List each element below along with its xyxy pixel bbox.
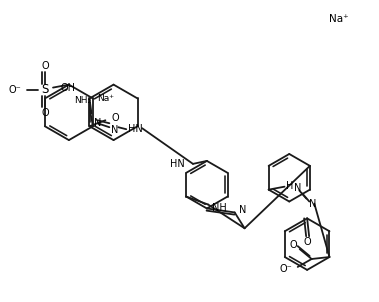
Text: H: H <box>287 181 294 191</box>
Text: O: O <box>290 240 298 250</box>
Text: O: O <box>41 108 49 118</box>
Text: Na⁺: Na⁺ <box>97 94 114 103</box>
Text: O: O <box>41 61 49 71</box>
Text: N: N <box>111 125 119 135</box>
Text: O⁻: O⁻ <box>8 85 21 95</box>
Text: N: N <box>294 183 302 193</box>
Text: NH: NH <box>212 204 227 214</box>
Text: N: N <box>309 198 317 208</box>
Text: OH: OH <box>61 82 76 93</box>
Text: HN: HN <box>170 159 185 169</box>
Text: NH₂: NH₂ <box>74 96 92 105</box>
Text: N: N <box>239 205 246 215</box>
Text: O: O <box>303 237 311 247</box>
Text: Na⁺: Na⁺ <box>329 14 349 24</box>
Text: S: S <box>41 83 49 96</box>
Text: O⁻: O⁻ <box>279 264 292 274</box>
Text: O: O <box>111 113 119 123</box>
Text: N: N <box>94 118 102 128</box>
Text: HN: HN <box>128 124 143 134</box>
